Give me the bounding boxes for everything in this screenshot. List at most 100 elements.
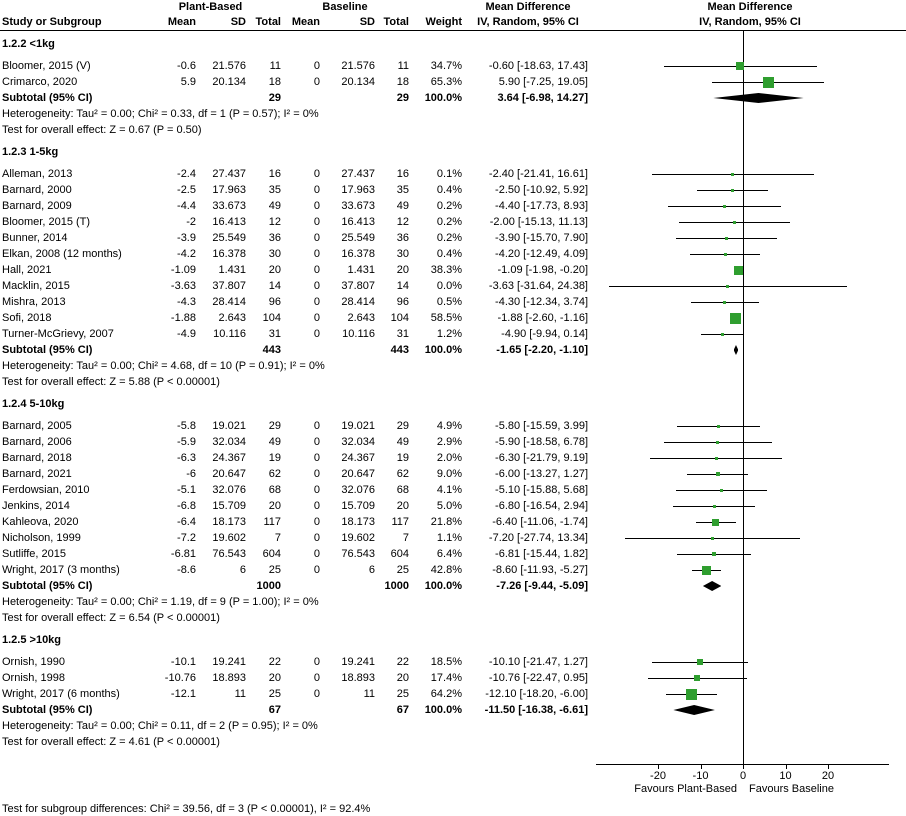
baseline-mean: 0	[313, 328, 320, 340]
study-row: Bloomer, 2015 (T) -2 16.413 12 0 16.413 …	[0, 214, 906, 230]
plant-total: 30	[268, 248, 281, 260]
span-row: Heterogeneity: Tau² = 0.00; Chi² = 0.11,…	[0, 718, 906, 734]
baseline-total: 7	[402, 532, 409, 544]
md-ci-text: -2.50 [-10.92, 5.92]	[495, 184, 588, 196]
effect-square	[730, 188, 734, 192]
plant-sd: 32.076	[212, 484, 246, 496]
md-ci-text: -4.40 [-17.73, 8.93]	[495, 200, 588, 212]
weight-value: 9.0%	[436, 468, 462, 480]
weight-value: 5.0%	[436, 500, 462, 512]
plot-cell	[594, 294, 906, 310]
plant-total: 31	[268, 328, 281, 340]
axis-tick	[743, 765, 744, 769]
weight-value: 1.2%	[436, 328, 462, 340]
col-study-header: Study or Subgroup	[2, 16, 102, 28]
study-row: Elkan, 2008 (12 months) -4.2 16.378 30 0…	[0, 246, 906, 262]
plant-mean: -10.1	[170, 656, 196, 668]
md-ci-text: -5.10 [-15.88, 5.68]	[495, 484, 588, 496]
span-row: Heterogeneity: Tau² = 0.00; Chi² = 4.68,…	[0, 358, 906, 374]
subgroup-label: 1.2.4 5-10kg	[2, 398, 65, 410]
weight-value: 38.3%	[430, 264, 462, 276]
study-row: Ferdowsian, 2010 -5.1 32.076 68 0 32.076…	[0, 482, 906, 498]
baseline-mean: 0	[313, 548, 320, 560]
effect-square	[694, 675, 701, 681]
baseline-sd: 18.173	[341, 516, 375, 528]
effect-square	[724, 236, 728, 240]
span-row: Test for overall effect: Z = 4.61 (P < 0…	[0, 734, 906, 750]
baseline-total: 1000	[384, 580, 409, 592]
plant-total: 25	[268, 564, 281, 576]
md-ci-text: -11.50 [-16.38, -6.61]	[484, 704, 588, 716]
md-ci-text: -10.76 [-22.47, 0.95]	[488, 672, 588, 684]
weight-value: 0.2%	[436, 200, 462, 212]
baseline-mean: 0	[313, 420, 320, 432]
baseline-sd: 6	[368, 564, 375, 576]
effect-square	[714, 456, 718, 460]
baseline-mean: 0	[313, 76, 320, 88]
effect-square	[712, 504, 716, 508]
study-name: Nicholson, 1999	[2, 532, 81, 544]
study-name: Sofi, 2018	[2, 312, 52, 324]
baseline-mean: 0	[313, 200, 320, 212]
baseline-mean: 0	[313, 184, 320, 196]
plant-sd: 1.431	[218, 264, 246, 276]
weight-value: 0.4%	[436, 248, 462, 260]
effect-square	[686, 688, 698, 700]
plant-sd: 32.034	[212, 436, 246, 448]
baseline-sd: 24.367	[341, 452, 375, 464]
study-name: Barnard, 2021	[2, 468, 72, 480]
weight-value: 58.5%	[430, 312, 462, 324]
weight-value: 0.4%	[436, 184, 462, 196]
baseline-total: 12	[396, 216, 409, 228]
weight-value: 2.0%	[436, 452, 462, 464]
study-name: Mishra, 2013	[2, 296, 66, 308]
effect-square	[716, 424, 720, 428]
favours-right-label: Favours Baseline	[749, 783, 834, 795]
weight-value: 42.8%	[430, 564, 462, 576]
plant-total: 35	[268, 184, 281, 196]
baseline-sd: 19.602	[341, 532, 375, 544]
plot-cell	[594, 434, 906, 450]
md-ci-text: -6.00 [-13.27, 1.27]	[495, 468, 588, 480]
baseline-mean: 0	[313, 60, 320, 72]
plant-mean: -6	[186, 468, 196, 480]
axis-tick	[700, 765, 702, 769]
header-column-row: Study or Subgroup Mean SD Total Mean SD …	[0, 15, 906, 30]
plant-mean: -6.3	[177, 452, 196, 464]
plot-cell	[594, 530, 906, 546]
study-name: Barnard, 2018	[2, 452, 72, 464]
baseline-mean: 0	[313, 516, 320, 528]
plot-cell	[594, 498, 906, 514]
baseline-sd: 18.893	[341, 672, 375, 684]
baseline-sd: 27.437	[341, 168, 375, 180]
weight-value: 0.2%	[436, 232, 462, 244]
study-name: Jenkins, 2014	[2, 500, 70, 512]
study-name: Barnard, 2005	[2, 420, 72, 432]
plant-total: 49	[268, 436, 281, 448]
md-ci-text: -1.88 [-2.60, -1.16]	[497, 312, 589, 324]
effect-square	[726, 284, 730, 288]
plant-sd: 15.709	[212, 500, 246, 512]
plant-mean: -6.81	[170, 548, 196, 560]
study-name: Macklin, 2015	[2, 280, 70, 292]
baseline-sd: 17.963	[341, 184, 375, 196]
span-row: Heterogeneity: Tau² = 0.00; Chi² = 1.19,…	[0, 594, 906, 610]
study-row: Macklin, 2015 -3.63 37.807 14 0 37.807 1…	[0, 278, 906, 294]
baseline-sd: 33.673	[341, 200, 375, 212]
effect-square	[720, 332, 724, 336]
effect-square	[710, 536, 714, 540]
baseline-sd: 15.709	[341, 500, 375, 512]
forest-body: 1.2.2 <1kg Bloomer, 2015 (V) -0.6 21.576…	[0, 31, 906, 764]
baseline-mean: 0	[313, 232, 320, 244]
subgroup-difference-text: Test for subgroup differences: Chi² = 39…	[2, 803, 371, 815]
axis-area: Favours Plant-Based Favours Baseline -20…	[0, 764, 906, 802]
baseline-total: 20	[396, 672, 409, 684]
md-ci-text: -6.40 [-11.06, -1.74]	[492, 516, 588, 528]
baseline-sd: 37.807	[341, 280, 375, 292]
baseline-mean: 0	[313, 168, 320, 180]
subtotal-diamond	[733, 345, 739, 355]
plant-mean: -4.9	[177, 328, 196, 340]
heterogeneity-text: Heterogeneity: Tau² = 0.00; Chi² = 0.11,…	[2, 720, 318, 732]
baseline-total: 16	[396, 168, 409, 180]
